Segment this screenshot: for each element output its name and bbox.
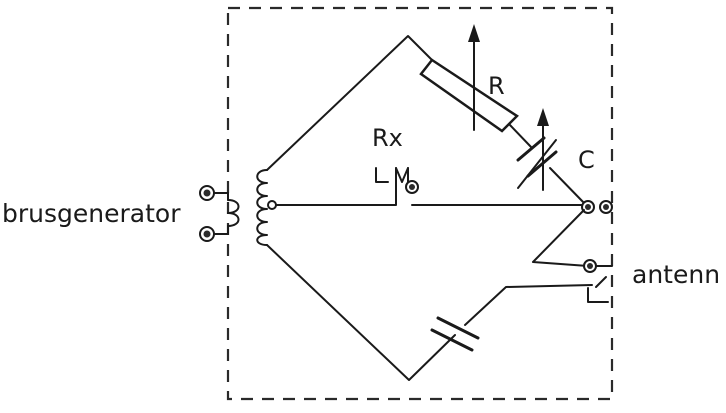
lower-left-arm-wire	[266, 244, 456, 381]
resistor-to-capacitor-wire	[508, 123, 533, 149]
label-resistor: R	[488, 72, 505, 100]
bridge-output-node	[581, 200, 613, 214]
upper-left-arm-wire	[266, 35, 433, 171]
node-to-antenna-wire	[532, 209, 589, 267]
enclosure-frame	[226, 6, 614, 401]
transformer-secondary-coil	[256, 169, 268, 246]
label-antenn: antenn	[632, 260, 720, 289]
rx-right-wire	[407, 167, 587, 206]
variable-capacitor-c	[516, 108, 558, 191]
resistor-adjust-arrow	[468, 24, 480, 131]
capacitor-to-node-wire	[549, 167, 587, 206]
center-tap-line	[275, 167, 397, 206]
fixed-capacitor	[430, 316, 480, 352]
label-rx: Rx	[372, 124, 403, 152]
label-brusgenerator: brusgenerator	[2, 199, 181, 228]
label-capacitor: C	[578, 146, 595, 174]
input-lead-wires	[213, 192, 229, 235]
center-tap-node	[267, 200, 277, 210]
resistor-r	[419, 58, 519, 133]
lower-right-arm-wire	[464, 284, 593, 326]
rx-terminal	[375, 167, 419, 194]
input-terminal-bottom	[199, 226, 215, 242]
transformer-primary-coil	[227, 199, 240, 227]
input-terminal-top	[199, 185, 215, 201]
antenna-terminal	[583, 259, 613, 303]
